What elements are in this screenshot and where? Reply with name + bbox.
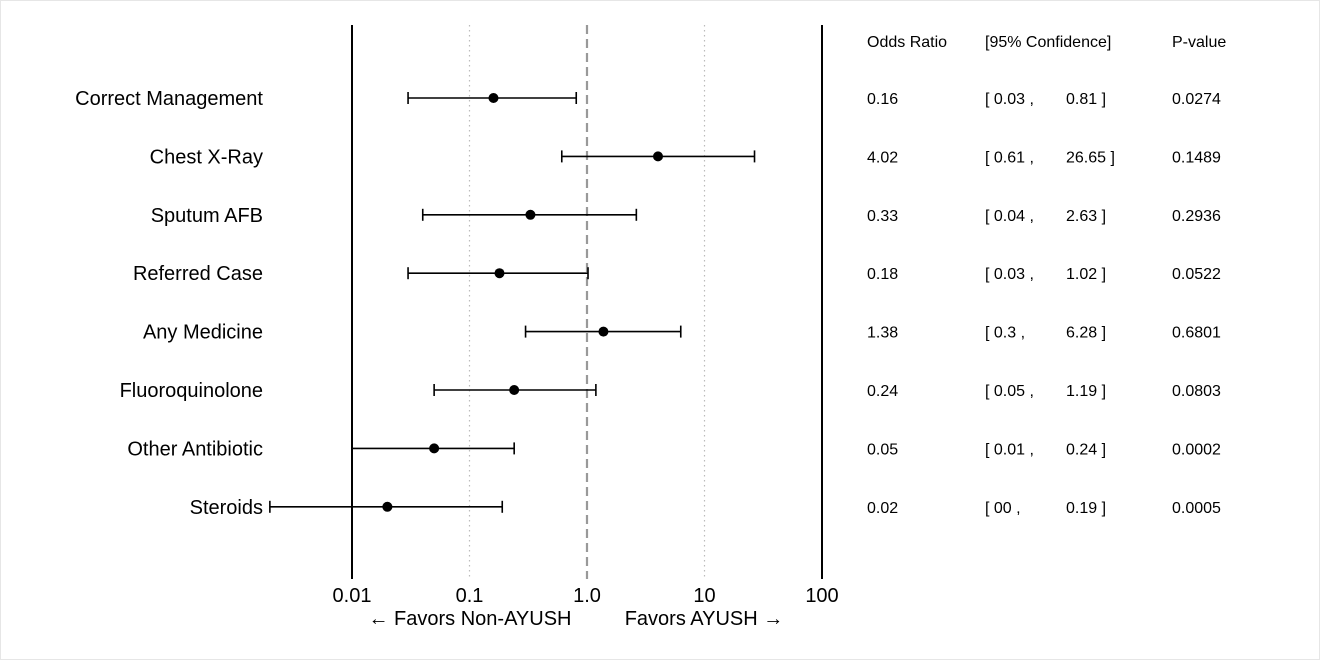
odds-ratio-header: Odds Ratio — [867, 34, 947, 51]
favors-right-label: Favors AYUSH → — [625, 608, 784, 630]
favors-left-label: ← Favors Non-AYUSH — [368, 608, 571, 630]
ci-lower-value: [ 0.01 , — [985, 441, 1034, 458]
odds-ratio-value: 4.02 — [867, 149, 898, 166]
x-tick-label: 0.01 — [333, 585, 372, 607]
odds-ratio-point — [598, 326, 609, 337]
p-value: 0.1489 — [1172, 149, 1221, 166]
p-value: 0.0522 — [1172, 266, 1221, 283]
ci-upper-value: 2.63 ] — [1066, 208, 1106, 225]
p-value: 0.0005 — [1172, 500, 1221, 517]
x-tick-label: 0.1 — [456, 585, 484, 607]
odds-ratio-point — [494, 268, 505, 279]
ci-upper-value: 6.28 ] — [1066, 325, 1106, 342]
row-label: Other Antibiotic — [127, 438, 263, 460]
odds-ratio-point — [429, 443, 440, 454]
p-value: 0.0803 — [1172, 383, 1221, 400]
ci-upper-value: 26.65 ] — [1066, 149, 1115, 166]
ci-upper-value: 1.19 ] — [1066, 383, 1106, 400]
ci-upper-value: 0.24 ] — [1066, 441, 1106, 458]
ci-lower-value: [ 0.03 , — [985, 91, 1034, 108]
x-tick-label: 1.0 — [573, 585, 601, 607]
odds-ratio-value: 0.24 — [867, 383, 898, 400]
odds-ratio-value: 0.02 — [867, 500, 898, 517]
odds-ratio-value: 0.18 — [867, 266, 898, 283]
ci-upper-value: 0.81 ] — [1066, 91, 1106, 108]
x-tick-label: 10 — [693, 585, 715, 607]
row-label: Any Medicine — [143, 322, 263, 344]
ci-upper-value: 1.02 ] — [1066, 266, 1106, 283]
odds-ratio-point — [525, 209, 536, 220]
ci-lower-value: [ 0.04 , — [985, 208, 1034, 225]
row-label: Steroids — [190, 497, 263, 519]
odds-ratio-value: 1.38 — [867, 325, 898, 342]
ci-upper-value: 0.19 ] — [1066, 500, 1106, 517]
p-value: 0.6801 — [1172, 325, 1221, 342]
row-label: Sputum AFB — [151, 205, 263, 227]
ci-lower-value: [ 00 , — [985, 500, 1021, 517]
odds-ratio-point — [509, 385, 520, 395]
odds-ratio-point — [488, 93, 499, 103]
odds-ratio-value: 0.16 — [867, 91, 898, 108]
row-label: Chest X-Ray — [150, 146, 263, 168]
p-value: 0.0002 — [1172, 441, 1221, 458]
p-value-header: P-value — [1172, 34, 1226, 51]
ci-lower-value: [ 0.61 , — [985, 149, 1034, 166]
row-label: Referred Case — [133, 263, 263, 285]
odds-ratio-value: 0.05 — [867, 441, 898, 458]
p-value: 0.2936 — [1172, 208, 1221, 225]
ci-lower-value: [ 0.05 , — [985, 383, 1034, 400]
row-label: Fluoroquinolone — [120, 380, 263, 402]
p-value: 0.0274 — [1172, 91, 1221, 108]
row-label: Correct Management — [75, 88, 263, 110]
odds-ratio-point — [382, 501, 393, 512]
odds-ratio-value: 0.33 — [867, 208, 898, 225]
ci-lower-value: [ 0.3 , — [985, 325, 1025, 342]
odds-ratio-point — [652, 151, 663, 162]
confidence-header: [95% Confidence] — [985, 34, 1111, 51]
ci-lower-value: [ 0.03 , — [985, 266, 1034, 283]
x-tick-label: 100 — [805, 585, 838, 607]
